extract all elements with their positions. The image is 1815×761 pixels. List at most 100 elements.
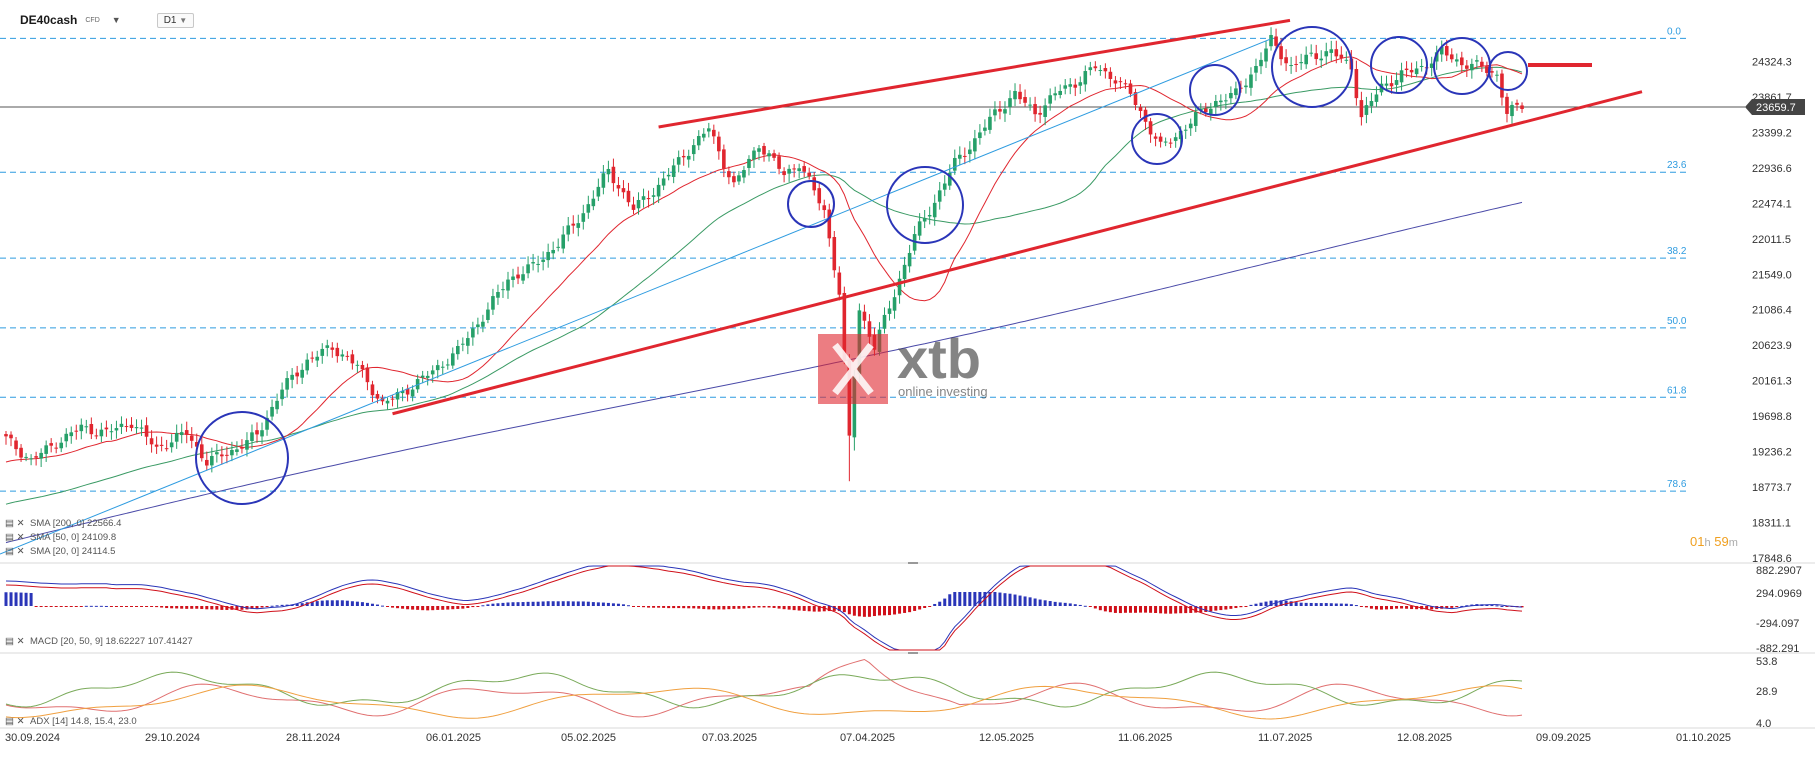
macd-bar — [1194, 606, 1198, 613]
macd-bar — [1189, 606, 1193, 613]
candle — [24, 452, 28, 462]
candle — [958, 146, 962, 166]
macd-bar — [1073, 604, 1077, 606]
candle — [636, 192, 641, 215]
macd-bar — [717, 606, 721, 610]
macd-bar — [732, 606, 736, 609]
macd-bar — [240, 606, 244, 610]
instrument-type: CFD — [85, 16, 100, 24]
macd-bar — [1113, 606, 1117, 613]
trend-line[interactable] — [0, 38, 1272, 555]
sma20-legend-icon[interactable]: ▤ ✕ — [5, 546, 25, 557]
candle — [696, 130, 701, 151]
macd-bar — [175, 606, 179, 609]
macd-bar — [94, 605, 98, 607]
candle — [1113, 76, 1118, 92]
macd-bar — [1495, 605, 1499, 607]
macd-bar — [335, 600, 339, 606]
candle — [802, 161, 806, 178]
candle — [1324, 42, 1329, 65]
macd-bar — [1465, 605, 1469, 607]
candle — [1344, 51, 1349, 64]
macd-bar — [797, 606, 801, 611]
candle — [260, 422, 264, 445]
macd-bar — [104, 605, 108, 607]
macd-bar — [1093, 606, 1097, 609]
candle — [1219, 94, 1223, 111]
adx-legend-icon[interactable]: ▤ ✕ — [5, 716, 25, 727]
macd-bar — [401, 606, 405, 609]
macd-bar — [667, 606, 671, 609]
di-plus-line — [5, 671, 1523, 709]
candle — [380, 394, 385, 406]
time-tick: 12.05.2025 — [979, 732, 1034, 744]
candle — [1284, 49, 1288, 72]
macd-bar — [682, 606, 686, 609]
candle — [486, 302, 490, 324]
macd-bar — [1048, 601, 1052, 606]
candle — [626, 182, 631, 207]
macd-bar — [1344, 603, 1348, 606]
sma200-legend-icon[interactable]: ▤ ✕ — [5, 518, 25, 529]
macd-bar — [526, 601, 530, 606]
macd-bar — [481, 605, 485, 607]
highlight-circle[interactable] — [195, 411, 289, 505]
macd-bar — [737, 606, 741, 609]
macd-bar — [9, 592, 13, 606]
macd-bar — [652, 606, 656, 608]
time-tick: 07.04.2025 — [840, 732, 895, 744]
time-tick: 11.06.2025 — [1118, 732, 1172, 744]
macd-bar — [350, 601, 354, 606]
highlight-circle[interactable] — [1189, 64, 1241, 116]
macd-bar — [1224, 606, 1228, 610]
macd-bar — [702, 606, 706, 610]
candle — [897, 270, 902, 304]
adx-tick: 28.9 — [1756, 686, 1777, 698]
candle — [681, 149, 686, 166]
candle — [671, 158, 676, 184]
macd-bar — [1289, 601, 1293, 606]
macd-signal-line — [5, 565, 1523, 651]
highlight-circle[interactable] — [1271, 26, 1353, 108]
macd-bar — [355, 601, 359, 606]
macd-bar — [365, 602, 369, 606]
candle — [646, 190, 651, 208]
symbol-dropdown-icon[interactable]: ▼ — [111, 15, 121, 25]
macd-bar — [712, 606, 716, 610]
candle — [240, 439, 244, 454]
highlight-circle[interactable] — [1131, 113, 1183, 165]
candle — [340, 349, 345, 361]
channel-lower-line[interactable] — [392, 90, 1643, 416]
candle — [1490, 66, 1494, 78]
channel-upper-line[interactable] — [658, 18, 1291, 129]
candle — [205, 451, 209, 471]
sma50-legend-icon[interactable]: ▤ ✕ — [5, 532, 25, 543]
candle — [1183, 124, 1188, 139]
macd-bar — [872, 606, 876, 617]
candle — [305, 353, 309, 375]
highlight-circle[interactable] — [1370, 36, 1428, 94]
macd-bar — [1028, 597, 1032, 606]
symbol-name[interactable]: DE40cash — [20, 13, 78, 27]
highlight-circle[interactable] — [886, 166, 964, 244]
sma20-line — [5, 56, 1523, 463]
candle — [1334, 40, 1339, 64]
macd-bar — [767, 606, 771, 608]
macd-bar — [1179, 606, 1183, 614]
macd-legend-icon[interactable]: ▤ ✕ — [5, 636, 25, 647]
candle — [822, 199, 827, 219]
highlight-circle[interactable] — [787, 180, 835, 228]
macd-bar — [1259, 602, 1263, 606]
candle — [1475, 55, 1479, 70]
highlight-circle[interactable] — [1488, 51, 1528, 91]
macd-bar — [993, 592, 997, 606]
macd-bar — [807, 606, 811, 612]
timeframe-select[interactable]: D1 ▼ — [156, 12, 195, 28]
candle — [837, 266, 842, 301]
candle — [526, 256, 530, 279]
candle — [1515, 99, 1519, 111]
di-minus-line — [5, 684, 1523, 720]
macd-bar — [1299, 602, 1303, 606]
candle — [762, 142, 766, 162]
